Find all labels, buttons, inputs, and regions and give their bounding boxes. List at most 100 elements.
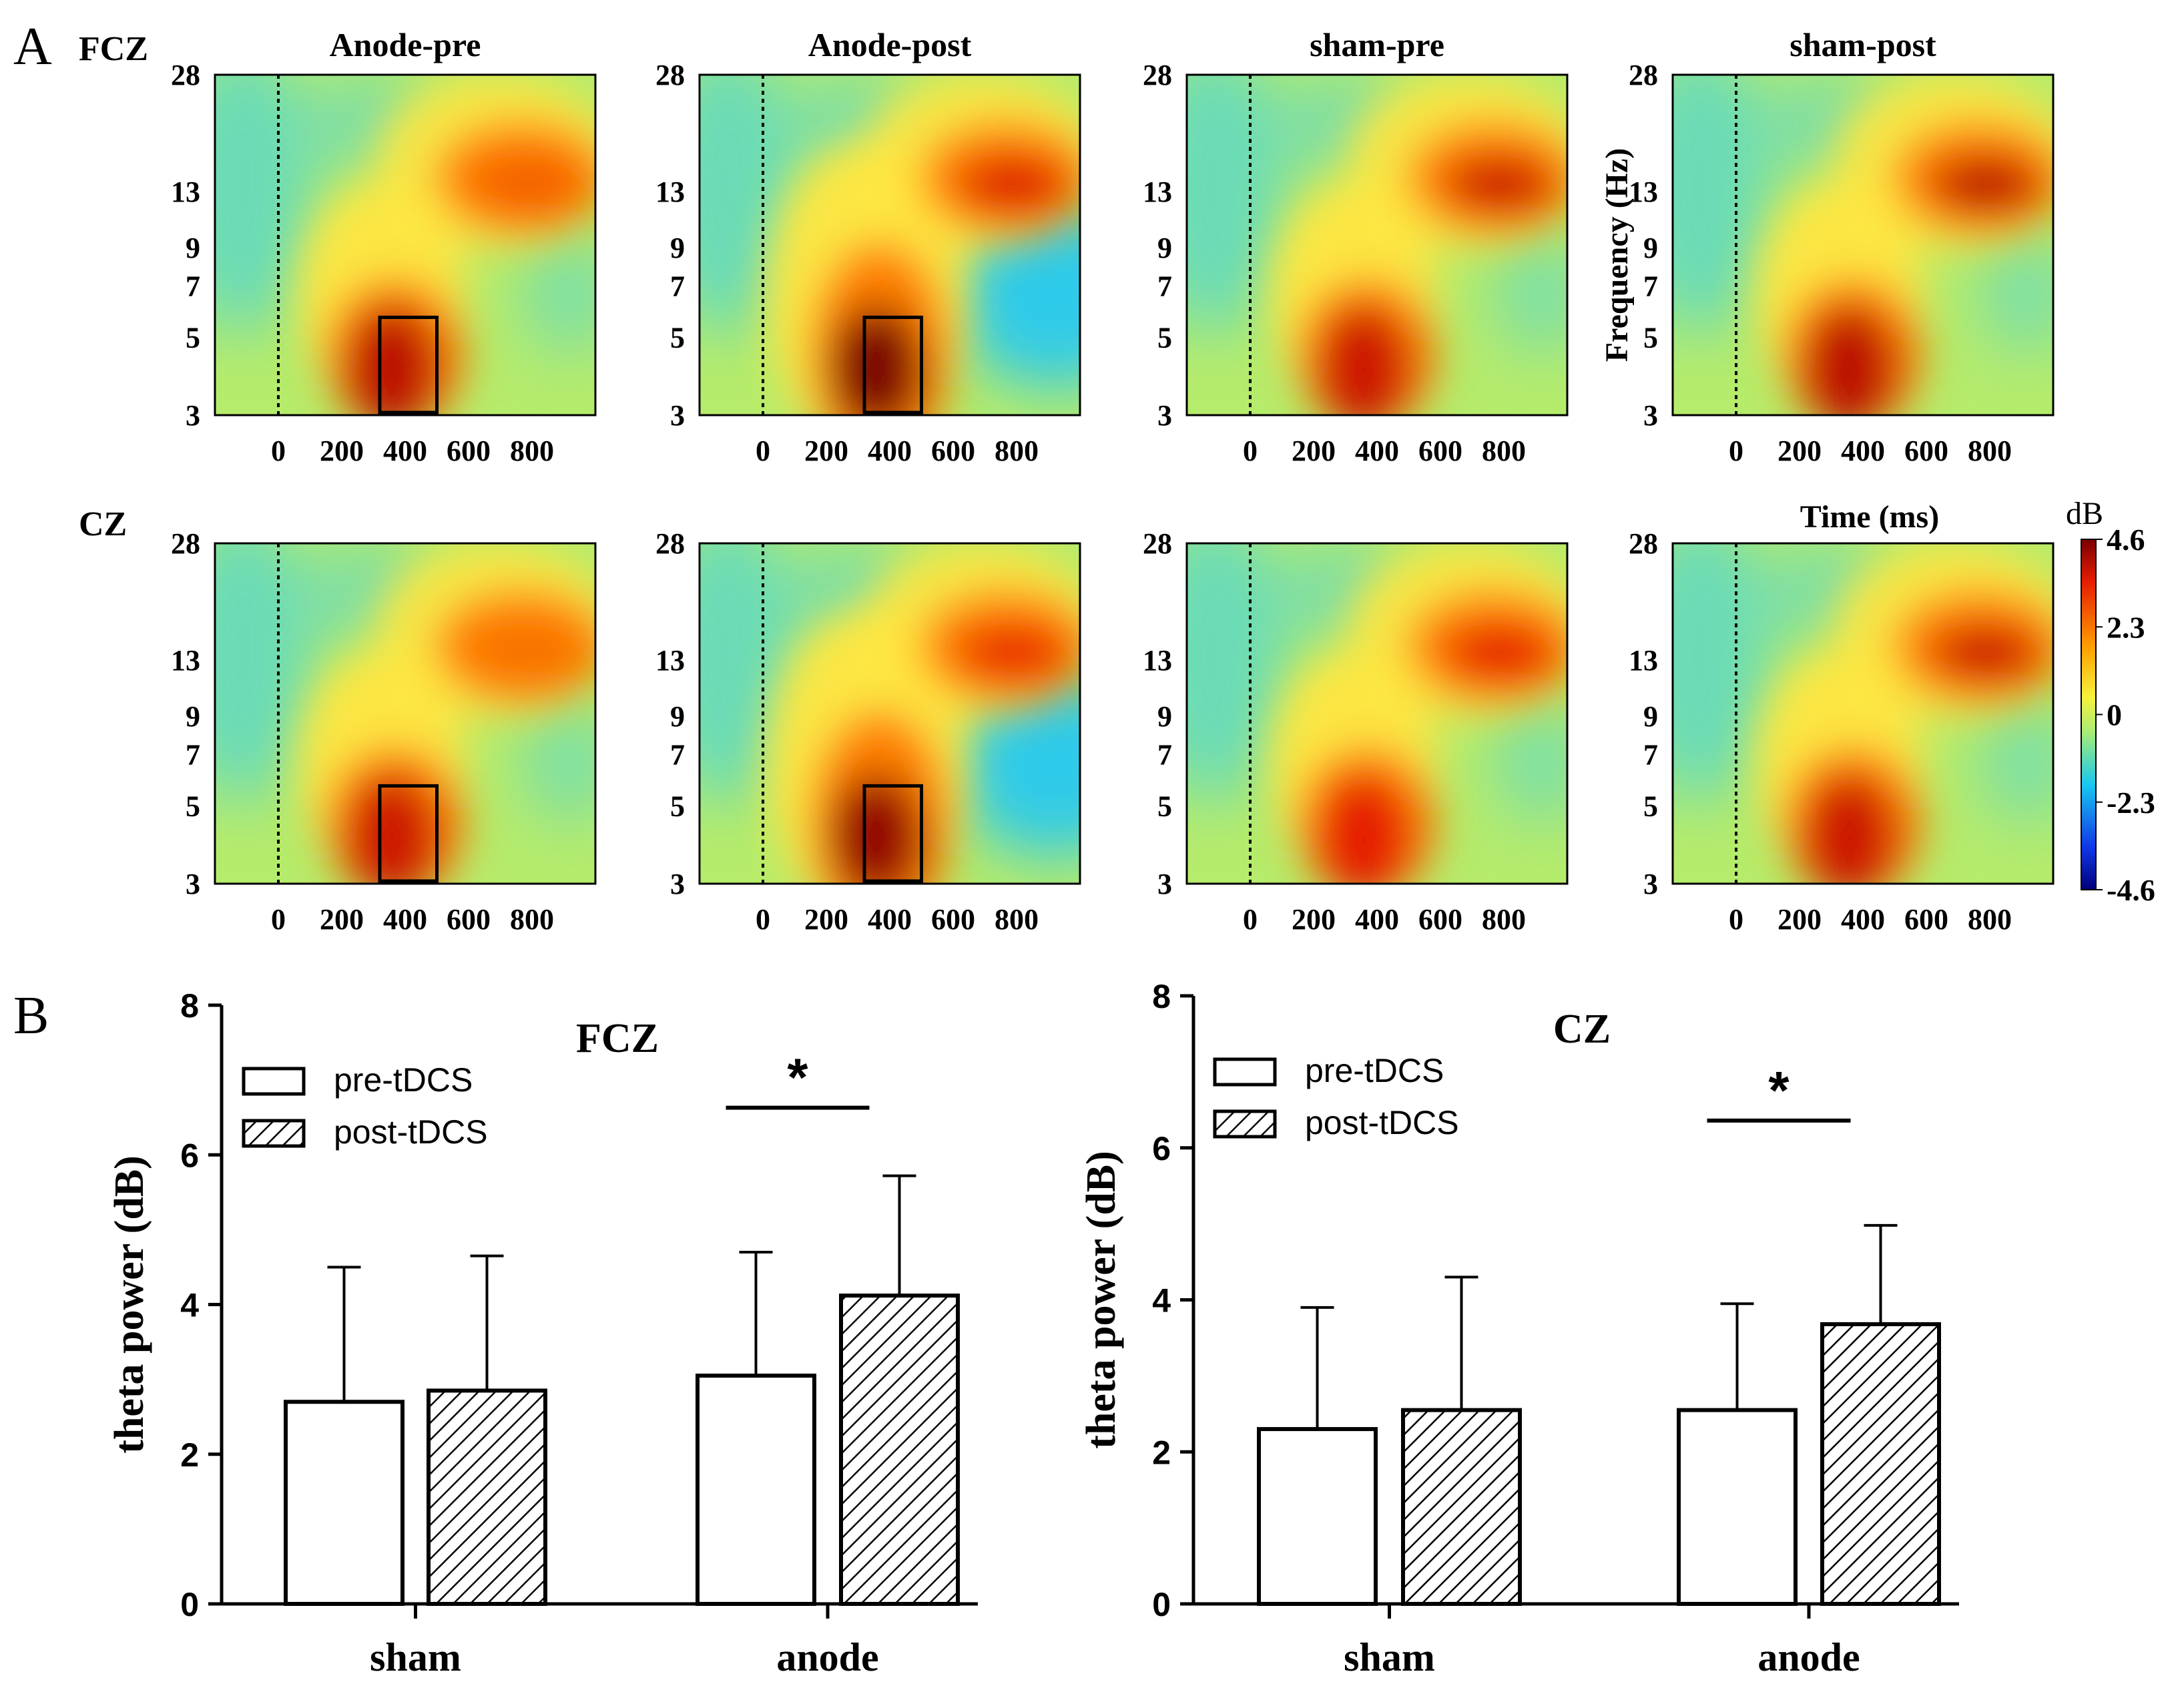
bar-chart-cz: 0 2 4 6 8 theta power (dB) CZ sham anode * pre-tDC… [1079,978,1959,1679]
row-label-cz: CZ [79,505,127,543]
x-tick-label: 200 [320,903,364,936]
colorbar-tick-label: 2.3 [2107,610,2145,644]
warm-region [1270,543,1567,884]
y-tick-label: 7 [1643,739,1658,772]
theta-core [345,305,439,415]
y-tick-label: 9 [1643,232,1658,264]
theta-window-box [862,315,923,414]
row-label-fcz: FCZ [79,30,148,68]
alpha-core [475,157,582,213]
colorbar-tick-label: 4.6 [2107,523,2145,557]
x-tick-label: 600 [1418,903,1462,936]
heatmap-frame [214,542,597,885]
y-tick-label: 6 [1152,1130,1171,1167]
x-tick-label: 600 [447,903,491,936]
cool-region [215,543,595,824]
y-tick-label: 5 [670,790,685,822]
panel-a-letter: A [13,17,52,76]
x-tick-label-sham: sham [370,1635,461,1679]
x-tick-label: 800 [1968,903,2012,936]
late-cool-blob [1494,703,1567,824]
y-tick-label: 8 [1152,978,1171,1015]
x-tick-label: 800 [510,435,554,467]
column-title-anode-post: Anode-post [808,26,972,63]
y-tick-label: 2 [1152,1434,1171,1471]
x-tick-label: 0 [1243,903,1258,936]
x-tick-label: 400 [383,435,427,467]
y-tick-label: 9 [670,232,685,264]
y-tick-label: 7 [186,739,200,772]
legend-label-post-tdcs: post-tDCS [334,1113,488,1151]
column-title-anode-pre: Anode-pre [330,26,481,63]
heatmap-area [1673,543,2053,884]
colorbar-tick-label: -2.3 [2107,786,2155,820]
legend-swatch-pre-tdcs [1213,1057,1277,1087]
heatmap-frame [698,73,1081,416]
y-tick-label: 7 [186,270,200,303]
y-tick-label: 3 [1157,868,1172,900]
x-tick-label: 400 [1355,435,1399,467]
x-tick-label: 400 [1841,903,1885,936]
y-tick-label: 13 [1143,644,1172,677]
panel-b-letter: B [13,986,49,1045]
y-tick-label: 3 [670,868,685,900]
heatmap-area [700,543,1080,884]
y-tick-label: 3 [186,868,200,900]
y-tick-label: 13 [655,176,685,208]
tf-panel-cz-sham-post: 28 13 9 7 5 3 0 200 400 600 800 [1629,527,2055,936]
colorbar-ticks: 4.6 2.3 0 -2.3 -4.6 [2096,523,2155,907]
x-tick-label: 400 [868,435,912,467]
tf-x-axis-title: Time (ms) [1800,499,1939,535]
x-tick-label: 200 [320,435,364,467]
y-tick-label: 5 [1643,321,1658,354]
x-tick-label: 600 [447,435,491,467]
chart-title: CZ [1553,1007,1611,1052]
y-tick-label: 7 [670,739,685,772]
y-tick-label: 3 [670,399,685,432]
y-tick-label: 28 [1143,527,1172,560]
legend-label-pre-tdcs: pre-tDCS [1305,1052,1444,1089]
y-tick-label: 7 [1643,270,1658,303]
y-tick-label: 0 [1152,1586,1171,1623]
warm-region [766,75,1080,415]
column-title-sham-post: sham-post [1790,26,1936,63]
warm-region [1756,75,2053,415]
x-tick-label-sham: sham [1344,1635,1435,1679]
y-tick-label: 28 [1629,59,1658,91]
y-tick-label: 5 [670,321,685,354]
bar-sham-pre-tdcs [1257,1427,1378,1606]
y-tick-label: 7 [670,270,685,303]
colorbar-unit: dB [2066,496,2103,531]
y-tick-label: 7 [1157,739,1172,772]
colorbar-gradient [2081,539,2097,890]
time-frequency-grid: FCZ Anode-pre 28 13 9 7 5 3 0 200 400 600 800 Anode-p… [79,26,2055,936]
x-tick-label: 400 [868,903,912,936]
y-tick-label: 2 [180,1436,199,1474]
x-tick-label: 0 [1729,903,1743,936]
x-tick-label: 200 [1778,903,1822,936]
y-tick-label: 9 [1157,232,1172,264]
chart-title: FCZ [576,1016,659,1061]
alpha-core [960,625,1067,681]
x-tick-label: 800 [1968,435,2012,467]
y-tick-label: 7 [1157,270,1172,303]
alpha-core [1447,157,1554,213]
heatmap-area [700,75,1080,415]
y-tick-label: 28 [1143,59,1172,91]
theta-core [830,774,923,884]
y-tick-label: 13 [171,176,200,208]
x-tick-label: 0 [756,435,770,467]
warm-region [766,543,1080,884]
tf-y-axis-title: Frequency (Hz) [1599,148,1635,362]
y-tick-label: 13 [1629,644,1658,677]
heatmap-area [1673,75,2053,415]
y-tick-label: 5 [1157,790,1172,822]
y-tick-label: 8 [180,987,199,1025]
prestim-cool-blob [1187,543,1287,804]
bar-anode-pre-tdcs [696,1374,816,1607]
tf-panel-cz-sham-pre: 28 13 9 7 5 3 0 200 400 600 800 [1143,527,1569,936]
theta-core [1803,305,1896,415]
x-tick-label: 0 [1243,435,1258,467]
alpha-core [1933,157,2040,213]
